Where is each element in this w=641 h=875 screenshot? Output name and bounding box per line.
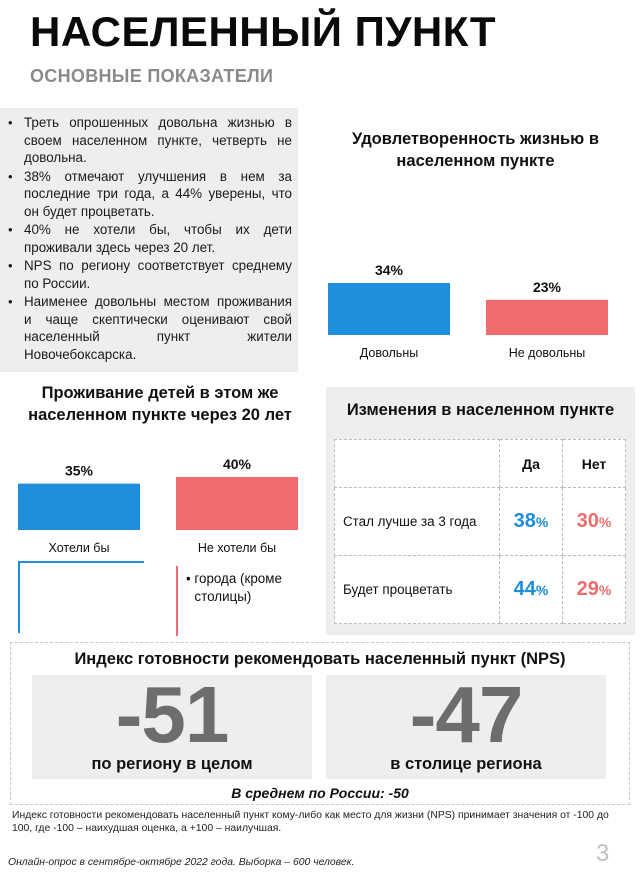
bar-chart-svg: 34% Довольны 23% Не довольны	[328, 262, 608, 360]
bar-chart-svg: 35% Хотели бы 40% Не хотели бы	[18, 456, 298, 555]
table-row: Стал лучше за 3 года 38% 30%	[334, 487, 626, 556]
bar-2	[486, 299, 608, 335]
changes-panel: Изменения в населенном пункте Да Нет Ста…	[326, 387, 635, 635]
page-title: НАСЕЛЕННЫЙ ПУНКТ	[30, 8, 497, 55]
finding-item: 38% отмечают улучшения в нем за последни…	[6, 168, 292, 221]
finding-item: 40% не хотели бы, чтобы их дети проживал…	[6, 221, 292, 256]
children-chart-title: Проживание детей в этом же населенном пу…	[28, 384, 292, 424]
finding-item: Наименее довольны местом проживания и ча…	[6, 293, 292, 363]
satisfaction-bar-chart: 34% Довольны 23% Не довольны	[320, 256, 630, 366]
nps-title: Индекс готовности рекомендовать населенн…	[74, 650, 566, 668]
nps-capital-card: -47 в столице региона	[326, 670, 606, 779]
nps-russia-average: В среднем по России: -50	[231, 785, 409, 801]
table-header-no: Нет	[562, 439, 626, 488]
key-findings-panel: Треть опрошенных довольна жизнью в своем…	[0, 108, 298, 372]
red-connector-line	[176, 566, 178, 636]
key-findings-list: Треть опрошенных довольна жизнью в своем…	[6, 114, 292, 363]
finding-item: Треть опрошенных довольна жизнью в своем…	[6, 114, 292, 167]
nps-region-caption: по региону в целом	[91, 755, 253, 773]
bar-value-label-1: 35%	[65, 463, 94, 479]
nps-region-card: -51 по региону в целом	[32, 670, 312, 779]
children-bar-chart: 35% Хотели бы 40% Не хотели бы	[10, 452, 310, 557]
table-header-row: Да Нет	[334, 439, 626, 488]
bar-1	[18, 483, 140, 530]
no-value: 30%	[562, 487, 626, 556]
page-number: 3	[596, 840, 610, 867]
row-label: Стал лучше за 3 года	[334, 487, 500, 556]
nps-frame	[10, 642, 630, 805]
satisfaction-chart-title: Удовлетворенность жизнью в населенном пу…	[351, 130, 600, 170]
category-label-1: Довольны	[360, 346, 418, 360]
category-label-1: Хотели бы	[49, 541, 110, 555]
row-label: Будет процветать	[334, 555, 500, 624]
changes-table: Да Нет Стал лучше за 3 года 38% 30% Буде…	[334, 439, 626, 624]
children-note: • города (кроме столицы)	[186, 570, 312, 606]
no-value: 29%	[562, 555, 626, 624]
children-note-text: города (кроме столицы)	[194, 571, 282, 604]
nps-capital-value: -47	[409, 670, 524, 759]
finding-item: NPS по региону соответствует среднему по…	[6, 257, 292, 292]
survey-note: Онлайн-опрос в сентябре-октябре 2022 год…	[8, 857, 355, 868]
table-row: Будет процветать 44% 29%	[334, 555, 626, 624]
bar-value-label-2: 23%	[533, 279, 562, 295]
nps-region-value: -51	[115, 670, 230, 759]
bar-value-label-2: 40%	[223, 456, 252, 472]
category-label-2: Не довольны	[509, 346, 586, 360]
bar-1	[328, 283, 450, 335]
page-subtitle: ОСНОВНЫЕ ПОКАЗАТЕЛИ	[30, 66, 274, 86]
bar-2	[176, 477, 298, 530]
table-header-yes: Да	[499, 439, 563, 488]
category-label-2: Не хотели бы	[198, 541, 276, 555]
yes-value: 44%	[499, 555, 563, 624]
blue-connector-line	[18, 561, 144, 633]
yes-value: 38%	[499, 487, 563, 556]
nps-footnote: Индекс готовности рекомендовать населенн…	[12, 810, 609, 834]
bar-value-label-1: 34%	[375, 262, 404, 278]
changes-title: Изменения в населенном пункте	[346, 401, 615, 419]
nps-capital-caption: в столице региона	[390, 755, 542, 773]
table-header-empty	[334, 439, 500, 488]
